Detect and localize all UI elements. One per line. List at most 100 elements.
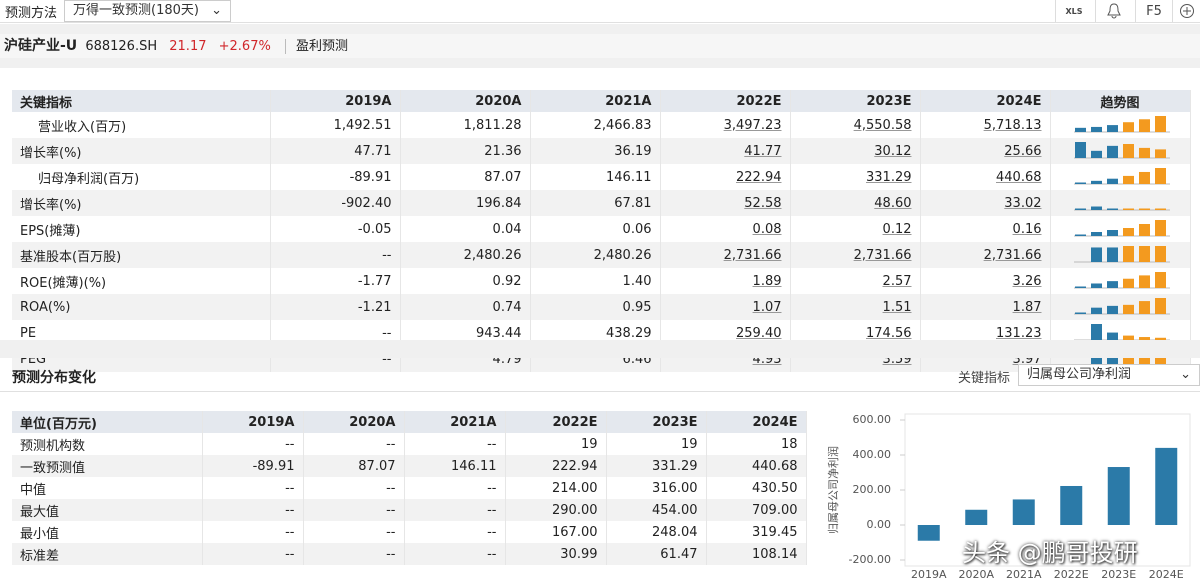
sparkline-bar [1122, 208, 1134, 210]
method-dropdown[interactable]: 万得一致预测(180天) ⌄ [64, 0, 231, 22]
sparkline-bar [1106, 208, 1118, 210]
selector-dropdown[interactable]: 归属母公司净利润 ⌄ [1018, 364, 1200, 386]
cell-text: 47.71 [354, 143, 392, 159]
sparkline-bar [1138, 208, 1150, 210]
value-cell: 21.36 [400, 138, 531, 164]
bar [1155, 447, 1178, 525]
row-label: ROA(%) [12, 294, 271, 320]
cell-text: 319.45 [752, 524, 798, 540]
bell-icon [1107, 3, 1121, 19]
cell-text: 2,731.66 [723, 247, 782, 263]
sparkline-bar [1138, 301, 1150, 314]
value-cell: 331.29 [606, 455, 707, 477]
cell-text: 67.81 [614, 195, 652, 211]
cell-text: 430.50 [752, 480, 798, 496]
sparkline-bar [1106, 247, 1118, 262]
header-cell: 2022E [505, 411, 607, 433]
cell-text: 2,731.66 [853, 247, 912, 263]
row-label: 最大值 [12, 499, 203, 521]
cell-text: 0.04 [492, 221, 522, 237]
value-cell: 2,480.26 [530, 242, 661, 268]
sparkline-bar [1122, 228, 1134, 236]
cell-text: 1,811.28 [463, 117, 522, 133]
value-cell: -89.91 [202, 455, 304, 477]
trend-cell [1050, 190, 1191, 216]
row-label: 中值 [12, 477, 203, 499]
cell-text: 440.68 [996, 169, 1042, 185]
sparkline-bar [1090, 206, 1102, 210]
trend-cell [1050, 268, 1191, 294]
sparkline-bar [1122, 304, 1134, 314]
sparkline [1073, 324, 1170, 341]
cell-text: -- [382, 351, 392, 367]
x-tick-label: 2023E [1101, 568, 1136, 581]
stock-name: 沪硅产业-U [4, 38, 78, 54]
header-cell: 2020A [303, 411, 405, 433]
cell-text: 196.84 [476, 195, 522, 211]
stock-price: 21.17 [169, 39, 207, 54]
y-tick-label: -200.00 [849, 553, 891, 566]
value-cell: 1.07 [660, 294, 791, 320]
value-cell: 19 [606, 433, 707, 455]
cell-text: -- [487, 502, 497, 518]
value-cell: 2,731.66 [660, 242, 791, 268]
sparkline-bar [1154, 149, 1166, 158]
cell-text: 438.29 [606, 325, 652, 341]
row-label: 营业收入(百万) [12, 112, 271, 138]
alert-button[interactable] [1095, 0, 1132, 22]
value-cell: 4,550.58 [790, 112, 921, 138]
header-cell: 2021A [530, 90, 661, 112]
cell-text: -- [487, 480, 497, 496]
cell-text: 0.08 [752, 221, 782, 237]
bar [1107, 467, 1130, 525]
cell-text: -- [386, 546, 396, 562]
value-cell: -89.91 [270, 164, 401, 190]
sparkline-bar [1090, 150, 1102, 158]
sparkline-bar [1138, 119, 1150, 132]
row: 预测机构数 -- -- -- 19 19 18 [12, 433, 807, 455]
sparkline-bar [1106, 350, 1118, 366]
row-label: 归母净利润(百万) [12, 164, 271, 190]
stock-band: 沪硅产业-U 688126.SH 21.17 +2.67% 盈利预测 [0, 24, 1200, 68]
value-cell: 2,480.26 [400, 242, 531, 268]
row-label: EPS(摊薄) [12, 216, 271, 242]
cell-text: 943.44 [476, 325, 522, 341]
row: 增长率(%) 47.71 21.36 36.19 41.77 30.12 25.66 [12, 138, 1191, 164]
cell-text: 0.74 [492, 299, 522, 315]
cell-text: -- [285, 480, 295, 496]
cell-text: 最大值 [20, 504, 60, 520]
sparkline-bar [1154, 356, 1166, 366]
add-button[interactable] [1172, 0, 1200, 22]
tab[interactable]: 盈利预测 [284, 39, 348, 54]
cell-text: -- [285, 524, 295, 540]
sparkline-bar [1122, 353, 1134, 366]
sparkline-bar [1138, 337, 1150, 340]
value-cell: -- [303, 433, 405, 455]
cell-text: -- [487, 546, 497, 562]
stock-header: 沪硅产业-U 688126.SH 21.17 +2.67% 盈利预测 [0, 34, 1200, 58]
section-title: 预测分布变化 [12, 370, 96, 386]
sparkline-bar [1122, 122, 1134, 132]
value-cell: 316.00 [606, 477, 707, 499]
cell-text: 61.47 [660, 546, 698, 562]
export-button[interactable]: XLS [1055, 0, 1092, 22]
row-label: 增长率(%) [12, 138, 271, 164]
cell-text: -0.05 [357, 221, 392, 237]
sparkline-bar [1106, 125, 1118, 132]
value-cell: -1.21 [270, 294, 401, 320]
sparkline-bar [1138, 357, 1150, 366]
value-cell: 167.00 [505, 521, 607, 543]
cell-text: 增长率(%) [20, 197, 82, 213]
selector-label: 关键指标 [958, 371, 1011, 386]
sparkline-bar [1074, 208, 1086, 210]
plus-icon [1180, 4, 1194, 18]
sparkline-bar [1122, 143, 1134, 158]
cell-text: 316.00 [652, 480, 698, 496]
cell-text: 331.29 [652, 458, 698, 474]
cell-text: 52.58 [744, 195, 782, 211]
sparkline-bar [1154, 246, 1166, 262]
header-cell: 趋势图 [1050, 90, 1191, 112]
cell-text: EPS(摊薄) [20, 223, 81, 239]
sparkline-bar [1074, 127, 1086, 132]
refresh-button[interactable]: F5 [1135, 0, 1172, 22]
